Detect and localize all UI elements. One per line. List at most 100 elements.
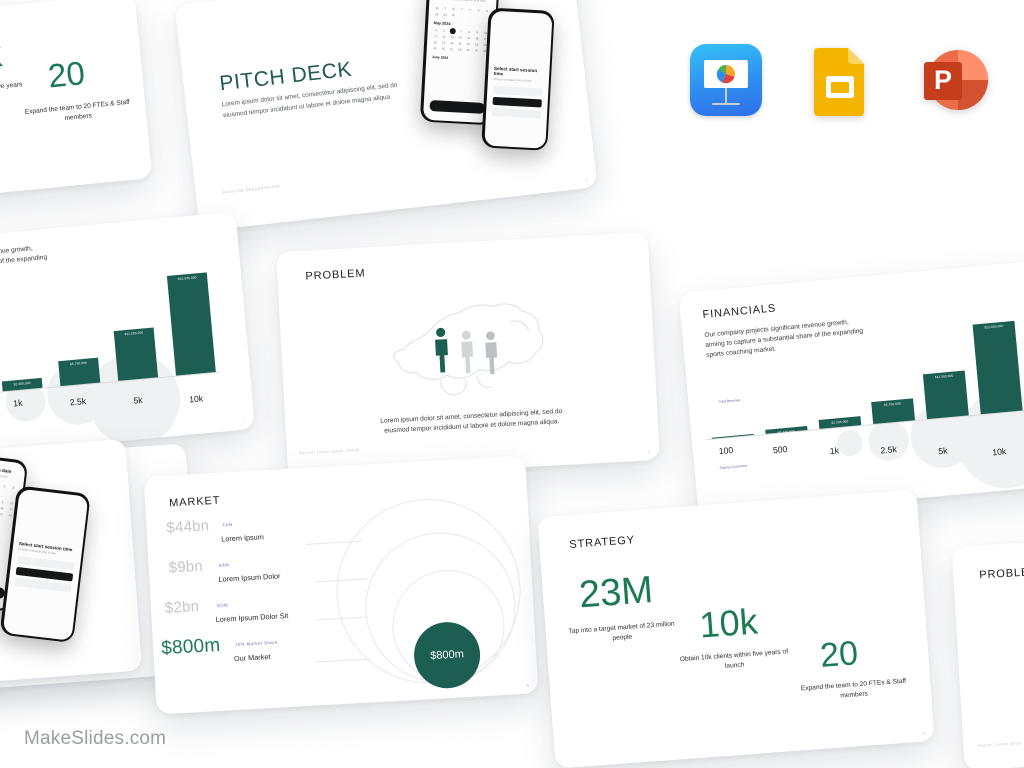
page-title-problem-edge: PROBLEM	[978, 565, 1024, 582]
problem-edge-source: Source: Lorem Ipsum (2024)	[977, 740, 1024, 748]
market-value-som: $2bn	[164, 597, 200, 617]
bar-value-2-5k-fin: $5,750,000	[883, 400, 902, 407]
slide-financials-cropped-content: Our company projects significant revenue…	[0, 212, 255, 463]
slide-market[interactable]: MARKET $44bn TAM Lorem Ipsum $9bn SAM Lo…	[143, 455, 539, 715]
kpi-number-20: 20	[46, 54, 87, 95]
day-29b[interactable]: 29	[466, 47, 470, 52]
microsoft-powerpoint-icon[interactable]: P	[918, 44, 990, 116]
kpi-caption-10k-s: Obtain 10k clients within five years of …	[679, 648, 789, 670]
bar-value-10k: $23,000,000	[177, 275, 197, 282]
kpi-caption-10k: Obtain 10k clients within five years of …	[0, 81, 23, 98]
bar-value-500: $1,150,000	[777, 428, 796, 435]
day-30b[interactable]: 30	[474, 47, 479, 53]
market-value-sam: $9bn	[168, 557, 204, 577]
slide-page-number-strategy: 6	[922, 730, 926, 736]
bar-col-5k-fin: $11,500,000	[919, 326, 969, 420]
bar-col-2-5k: $5,750,000	[51, 283, 101, 387]
powerpoint-letter: P	[934, 65, 952, 95]
bar-col-2-5k-fin: $5,750,000	[865, 331, 916, 425]
bar-col-100: $230,000	[704, 345, 754, 439]
bar-value-2-5k: $5,750,000	[69, 360, 88, 367]
bar-value-1k-fin: $2,300,000	[831, 419, 849, 425]
bar-5k: $11,500,000	[113, 327, 159, 381]
day-30[interactable]: 30	[451, 12, 456, 17]
apple-keynote-icon[interactable]	[690, 44, 762, 116]
leader-line-our	[316, 658, 371, 663]
market-value-tam: $44bn	[166, 517, 210, 537]
day-blank3	[474, 13, 482, 19]
financials-crop-body: Our company projects significant revenue…	[0, 245, 48, 275]
problem-body: Lorem ipsum dolor sit amet, consectetur …	[380, 407, 563, 435]
day-28b[interactable]: 28	[458, 46, 462, 52]
kpi-number-20-s: 20	[818, 634, 860, 675]
market-label-tam: Lorem Ipsum	[221, 532, 265, 544]
slide-market-content: MARKET $44bn TAM Lorem Ipsum $9bn SAM Lo…	[144, 456, 539, 715]
kpi-number-10k-s: 10k	[698, 600, 760, 646]
day-29[interactable]: 29	[443, 12, 447, 17]
person-icon-muted-1	[461, 330, 474, 374]
time-option-1[interactable]	[492, 85, 543, 96]
bar-col-1k-fin: $2,300,000	[811, 335, 862, 429]
slide-financials[interactable]: FINANCIALS Our company projects signific…	[678, 259, 1024, 519]
day-27[interactable]: 27	[449, 46, 454, 51]
bar-value-5k-fin: $11,500,000	[934, 373, 954, 380]
google-slides-icon[interactable]	[804, 44, 876, 116]
page-title-problem: PROBLEM	[305, 267, 366, 283]
day-23-2[interactable]: 23	[0, 511, 3, 516]
kpi-number-23m: 23M	[577, 569, 655, 617]
bar-2-5k-fin: $5,750,000	[871, 397, 916, 425]
day-26[interactable]: 26	[441, 46, 445, 51]
next-button[interactable]	[428, 99, 485, 114]
kpi-caption-20: Expand the team to 20 FTEs & Staff membe…	[24, 98, 131, 123]
phone-mockup-time-picker-2: Select start session time Choose a sessi…	[0, 485, 91, 644]
slide-strategy-cropped[interactable]: 10k Obtain 10k clients within five years…	[0, 0, 153, 202]
slide-phone-mockups-content: Select start session date Select a start…	[0, 439, 142, 689]
market-label-sam: Lorem Ipsum Dolor	[218, 571, 281, 584]
slide-page-number-market: 5	[526, 682, 530, 688]
slide-financials-cropped[interactable]: Our company projects significant revenue…	[0, 211, 256, 463]
slide-page-number-problem: 3	[648, 449, 651, 455]
slide-strategy-content: STRATEGY 23M Tap into a target market of…	[537, 489, 934, 768]
bar-10k: $23,000,000	[166, 272, 216, 376]
bar-10k-fin: $23,000,000	[972, 320, 1023, 415]
calendar-month-june: June 2024	[431, 54, 449, 60]
slide-financials-content: FINANCIALS Our company projects signific…	[679, 260, 1024, 518]
person-icon-muted-2	[485, 331, 498, 375]
slide-pitch-deck-content: PITCH DECK Lorem ipsum dolor sit amet, c…	[175, 0, 598, 232]
day-28[interactable]: 28	[435, 11, 439, 16]
bar-value-5k: $11,500,000	[124, 330, 144, 337]
slide-page-number: 1	[585, 177, 588, 183]
axis-label-paying-customers: Paying Customers	[719, 463, 748, 471]
phone-heading-date-2: Select start session date	[0, 462, 12, 474]
problem-source: Source: Lorem Ipsum (2024)	[298, 448, 360, 456]
app-icon-row: P	[690, 42, 990, 118]
bar-value-1k: $2,300,000	[13, 380, 31, 387]
slide-problem[interactable]: PROBLEM Lorem ipsum dolor sit a	[276, 232, 660, 480]
bar-series: $2,300,000 $5,750,000 $11,500,000 $23,00…	[0, 272, 216, 392]
kpi-caption-20-s: Expand the team to 20 FTEs & Staff membe…	[800, 677, 907, 700]
person-icon-highlighted	[435, 327, 448, 373]
market-tag-sam: SAM	[218, 562, 230, 568]
phone-screen-time: Select start session time Choose a sessi…	[483, 10, 553, 149]
day-blank1	[458, 12, 466, 18]
bar-5k-fin: $11,500,000	[922, 370, 969, 420]
slide-strategy-cropped-content: 10k Obtain 10k clients within five years…	[0, 0, 153, 201]
slide-pitch-deck[interactable]: PITCH DECK Lorem ipsum dolor sit amet, c…	[174, 0, 598, 232]
pitch-deck-footer: INVESTOR PRESENTATION	[221, 184, 280, 195]
slide-strategy[interactable]: STRATEGY 23M Tap into a target market of…	[537, 489, 935, 768]
slide-problem-edge[interactable]: PROBLEM Source: Lorem Ipsum (2024)	[951, 533, 1024, 768]
time-option-3[interactable]	[491, 107, 541, 118]
slide-page-number-crop: 7	[242, 418, 246, 424]
day-25[interactable]: 25	[433, 45, 437, 50]
phone-subtext-date: Select a start session date for your pla…	[435, 0, 490, 3]
page-title-strategy: STRATEGY	[568, 534, 636, 551]
kpi-number-10k: 10k	[0, 33, 4, 80]
category-label-500: 500	[772, 443, 788, 456]
time-option-2-selected[interactable]	[492, 96, 542, 107]
region-map-outline	[393, 303, 544, 396]
weekday-s1-2: S	[3, 483, 6, 488]
category-label-100: 100	[718, 444, 734, 457]
market-tag-som: SOM	[216, 602, 229, 608]
slide-phone-mockups[interactable]: Select start session date Select a start…	[0, 439, 143, 689]
